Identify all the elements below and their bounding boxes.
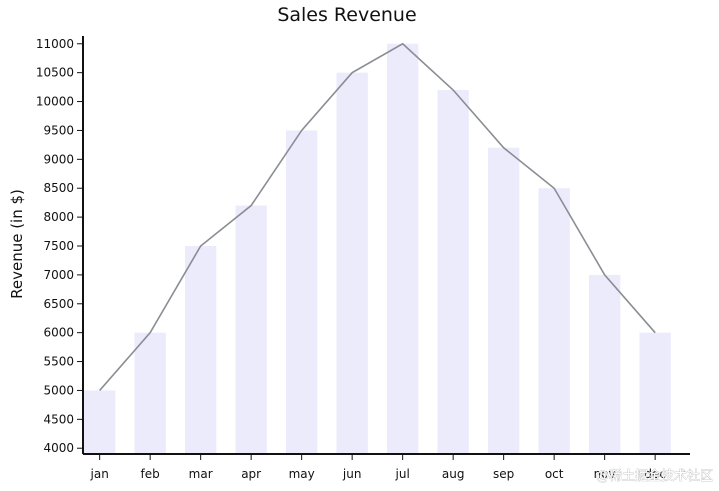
bar-jul <box>387 43 419 454</box>
y-tick-label: 4000 <box>43 441 74 455</box>
y-tick-label: 8000 <box>43 210 74 224</box>
bar-aug <box>437 90 469 454</box>
x-tick-label-may: may <box>289 467 315 481</box>
x-tick-label-mar: mar <box>189 467 213 481</box>
y-tick-label: 11000 <box>36 37 74 51</box>
bar-nov <box>589 274 621 454</box>
chart-title: Sales Revenue <box>277 4 416 26</box>
bar-jun <box>336 72 368 455</box>
y-tick-label: 5000 <box>43 383 74 397</box>
x-tick-label-jun: jun <box>342 467 362 481</box>
bar-mar <box>185 246 217 454</box>
y-tick-label: 5500 <box>43 355 74 369</box>
y-tick-label: 10000 <box>36 95 74 109</box>
y-ticks-group: 4000 4500 5000 5500 6000 6500 7000 7500 8000 8500… <box>36 37 83 455</box>
x-tick-label-nov: nov <box>594 467 616 481</box>
y-tick-label: 7500 <box>43 239 74 253</box>
y-tick-label: 4500 <box>43 412 74 426</box>
x-tick-label-jan: jan <box>90 467 109 481</box>
bar-may <box>286 130 318 454</box>
x-tick-label-sep: sep <box>493 467 514 481</box>
x-ticks-group: jan feb mar apr may jun jul aug sep oct nov dec <box>90 454 666 481</box>
bar-oct <box>538 188 570 454</box>
y-tick-label: 6000 <box>43 326 74 340</box>
x-tick-label-dec: dec <box>644 467 666 481</box>
watermark-text: @稀土掘金技术社区 <box>596 468 713 484</box>
x-tick-label-aug: aug <box>442 467 465 481</box>
x-tick-label-feb: feb <box>141 467 160 481</box>
x-tick-label-apr: apr <box>241 467 261 481</box>
bars-group <box>84 43 671 455</box>
y-tick-label: 9500 <box>43 123 74 137</box>
bar-dec <box>639 332 671 454</box>
y-axis-label: Revenue (in $) <box>8 189 26 299</box>
x-tick-label-jul: jul <box>395 467 410 481</box>
trend-line <box>99 42 656 391</box>
y-tick-label: 6500 <box>43 297 74 311</box>
bar-feb <box>134 332 166 454</box>
bar-apr <box>235 205 267 454</box>
bar-jan <box>84 390 116 454</box>
bar-sep <box>488 147 520 454</box>
y-tick-label: 7000 <box>43 268 74 282</box>
y-tick-label: 8500 <box>43 181 74 195</box>
y-tick-label: 10500 <box>36 66 74 80</box>
x-tick-label-oct: oct <box>545 467 564 481</box>
y-tick-label: 9000 <box>43 152 74 166</box>
